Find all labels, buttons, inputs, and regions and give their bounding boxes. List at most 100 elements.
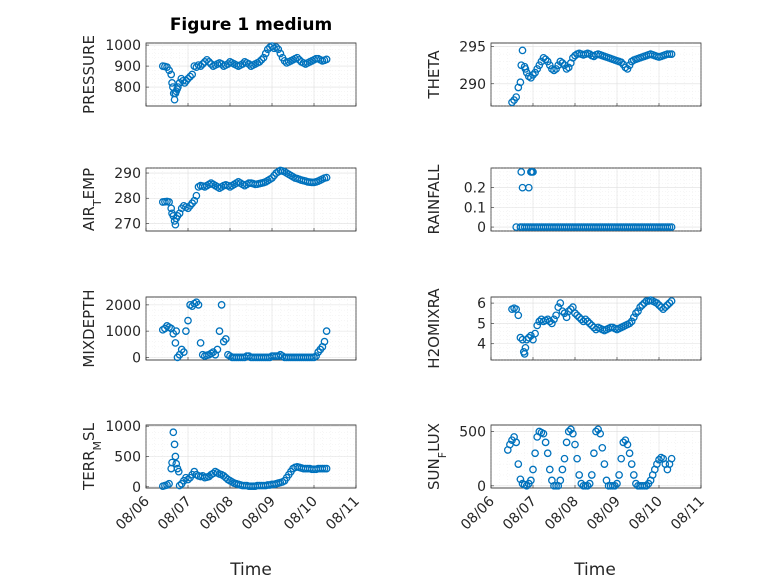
terr_msl-data-point [174, 467, 183, 476]
terr_msl-data-point [175, 481, 184, 490]
air_temp-ytick-label: 270 [114, 216, 141, 232]
rainfall-ylabel: RAINFALL [425, 164, 443, 235]
h2omixra-data-point [583, 317, 592, 326]
theta-data-point [623, 65, 632, 73]
h2omixra-data-point [636, 303, 644, 312]
pressure-data-point [322, 55, 331, 64]
theta-axes: 290 295 THETA [425, 40, 702, 107]
rainfall-series [512, 168, 676, 231]
air_temp-data-point [192, 191, 201, 200]
air_temp-data-point [322, 173, 331, 182]
rainfall-data-point [667, 223, 676, 231]
sun_flux-data-point [573, 454, 581, 463]
sun_flux-data-point [596, 429, 605, 438]
air_temp-axes-frame [145, 167, 357, 232]
h2omixra-data-point [659, 305, 668, 314]
terr_msl-data-point [172, 459, 181, 468]
rainfall-ytick-label: 0 [477, 220, 486, 236]
terr_msl-data-point [184, 475, 192, 484]
air_temp-ylabel-subscript: T [91, 199, 104, 207]
theta-ylabel: THETA [425, 50, 443, 100]
h2omixra-data-point [548, 319, 556, 328]
sun_flux-data-point [545, 465, 554, 474]
mixdepth-data-point [213, 345, 222, 354]
h2omixra-data-point [638, 301, 647, 309]
sun_flux-data-point [562, 438, 571, 447]
pressure-data-point [274, 45, 283, 54]
terr_msl-data-point [171, 452, 180, 461]
pressure-data-point [184, 74, 192, 83]
theta-data-point [529, 71, 537, 79]
mixdepth-data-point [171, 339, 180, 347]
h2omixra-data-point [632, 309, 640, 318]
pressure-data-point [196, 62, 205, 70]
terr_msl-ylabel-main: TERR [80, 450, 98, 491]
h2omixra-data-point [634, 307, 642, 316]
terr_msl-data-point [168, 458, 176, 467]
sun_flux-data-point [611, 481, 619, 490]
air_temp-ylabel: AIRTEMP [80, 168, 104, 231]
terr_msl-data-point [170, 440, 179, 449]
sun_flux-data-point [571, 440, 579, 449]
pressure-data-point [203, 55, 211, 64]
sun_flux-ylabel-rest: LUX [425, 423, 443, 452]
h2omixra-data-point [554, 303, 563, 312]
air_temp-ytick-label: 280 [114, 191, 141, 207]
terr_msl-ytick-label: 0 [132, 480, 141, 496]
terr_msl-data-point [169, 428, 178, 437]
air_temp-ylabel-rest: EMP [80, 168, 98, 199]
pressure-data-point [259, 53, 268, 62]
sun_flux-data-point [592, 427, 600, 436]
sun_flux-data-point [623, 440, 632, 449]
sun_flux-data-point [629, 471, 638, 479]
sun_flux-data-point [655, 455, 663, 464]
mixdepth-data-point [184, 316, 192, 325]
h2omixra-ytick-label: 5 [477, 316, 486, 332]
rainfall-axes: 0 0.1 0.2 RAINFALL [425, 164, 702, 236]
pressure-data-point [268, 42, 276, 51]
sun_flux-data-point [615, 471, 623, 479]
sun_flux-data-point [529, 465, 537, 474]
h2omixra-data-point [627, 317, 636, 326]
mixdepth-ytick-label: 1000 [105, 324, 141, 340]
sun_flux-data-point [594, 425, 602, 434]
sun_flux-data-point [539, 429, 548, 438]
pressure-ytick-label: 1000 [105, 38, 141, 54]
theta-data-point [516, 78, 525, 87]
pressure-axes: 800 900 1000 PRESSURE [80, 35, 357, 114]
pressure-data-point [293, 53, 302, 62]
mixdepth-data-point [194, 301, 203, 309]
mixdepth-data-point [179, 348, 188, 356]
sun_flux-data-point [575, 471, 584, 479]
h2omixra-data-point [550, 315, 558, 324]
sun_flux-data-point [541, 438, 550, 447]
h2omixra-data-point [625, 319, 634, 328]
sun_flux-axes-frame [490, 424, 702, 489]
theta-data-point [531, 68, 539, 77]
sun_flux-data-point [627, 460, 636, 468]
theta-data-point [617, 58, 626, 67]
theta-series [508, 46, 676, 107]
mixdepth-ytick-label: 2000 [105, 298, 141, 314]
h2omixra-axes: 4 5 6 H2OMIXRA [425, 288, 702, 369]
sun_flux-data-point [522, 481, 531, 490]
terr_msl-ylabel: TERRMSL [80, 422, 104, 491]
figure-title: Figure 1 medium [170, 15, 332, 35]
pressure-ytick-label: 800 [114, 80, 141, 96]
sun_flux-data-point [560, 454, 569, 463]
pressure-data-point [174, 83, 182, 91]
theta-data-point [508, 98, 516, 107]
h2omixra-data-point [663, 301, 672, 309]
rainfall-axes-frame [490, 167, 702, 232]
sun_flux-data-point [621, 436, 630, 445]
sun_flux-ylabel-main: SUN [425, 458, 443, 490]
h2omixra-data-point [667, 297, 676, 305]
h2omixra-data-point [585, 319, 594, 328]
sun_flux-data-point [564, 427, 573, 436]
sun_flux-data-point [598, 443, 607, 452]
pressure-data-point [182, 76, 191, 85]
mixdepth-ylabel: MIXDEPTH [80, 289, 98, 367]
terr_msl-data-point [322, 464, 331, 473]
theta-data-point [535, 61, 544, 70]
